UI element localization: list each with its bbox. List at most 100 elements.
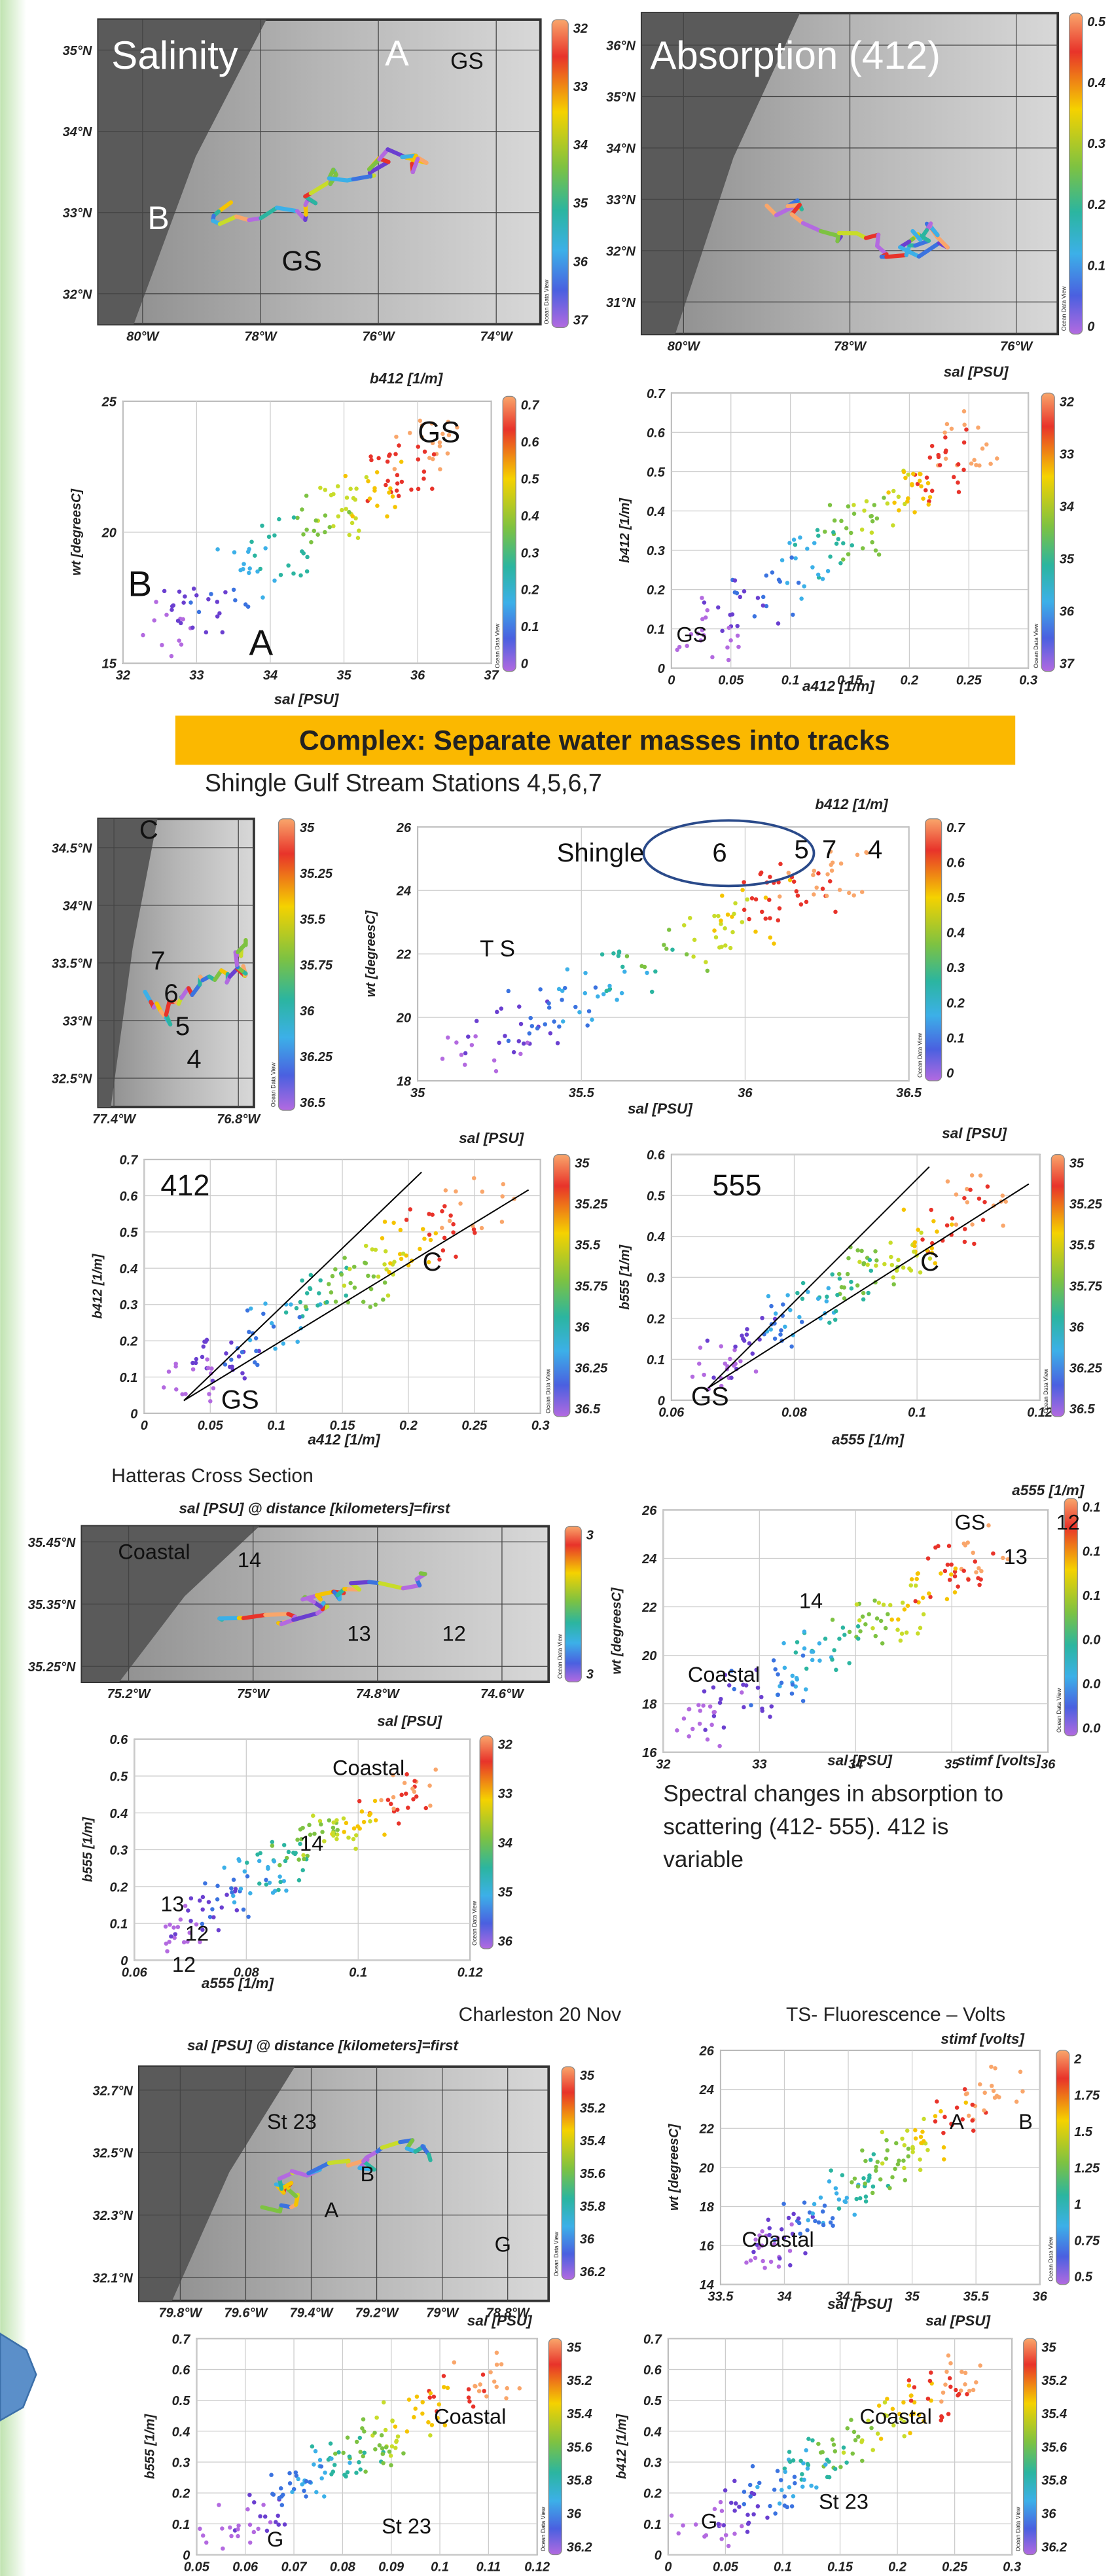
dot bbox=[796, 580, 801, 585]
dot bbox=[880, 1641, 885, 1646]
dot bbox=[949, 1562, 954, 1567]
dot bbox=[360, 2426, 365, 2431]
dot bbox=[264, 1878, 268, 1883]
dot bbox=[702, 600, 707, 605]
colorbar-label: 35.8 bbox=[580, 2200, 606, 2214]
dot bbox=[775, 2236, 780, 2240]
x-tick-label: 0.05 bbox=[713, 2560, 739, 2574]
dot bbox=[783, 1324, 787, 1329]
dot bbox=[972, 1241, 977, 1246]
dot bbox=[845, 2426, 850, 2431]
dot bbox=[782, 2503, 787, 2508]
colorbar-label: 36 bbox=[567, 2507, 582, 2522]
dot bbox=[397, 443, 401, 448]
dot bbox=[822, 2204, 827, 2208]
dot bbox=[927, 1591, 931, 1596]
odv-credit: Ocean Data View bbox=[1043, 1368, 1049, 1413]
dot bbox=[968, 1188, 973, 1192]
dot bbox=[389, 1802, 393, 1806]
dot bbox=[869, 530, 874, 535]
dot bbox=[187, 1931, 192, 1935]
dot bbox=[846, 504, 851, 509]
dot bbox=[283, 1859, 288, 1864]
dot bbox=[805, 546, 810, 551]
x-tick-label: 0.09 bbox=[378, 2560, 404, 2574]
dot bbox=[732, 578, 738, 583]
track bbox=[916, 241, 942, 259]
x-tick-label: 36 bbox=[1041, 1758, 1056, 1772]
colorbar-label: 0.75 bbox=[1074, 2234, 1100, 2248]
y-tick-label: 0.5 bbox=[647, 465, 666, 480]
track bbox=[380, 2140, 403, 2150]
odv-credit: Ocean Data View bbox=[1033, 623, 1039, 668]
dot bbox=[565, 967, 570, 971]
colorbar bbox=[548, 2338, 562, 2556]
x-tick-label: 0.08 bbox=[330, 2560, 356, 2574]
dot bbox=[315, 1303, 320, 1308]
track bbox=[277, 2171, 295, 2181]
x-tick-label: 0.06 bbox=[122, 1965, 148, 1980]
colorbar-label: 36.25 bbox=[575, 1361, 608, 1375]
dot bbox=[833, 909, 838, 915]
annotation: GS bbox=[418, 415, 460, 448]
annotation: 7 bbox=[822, 835, 836, 864]
dot bbox=[768, 875, 772, 879]
dot bbox=[160, 643, 164, 647]
track bbox=[935, 234, 950, 250]
dot bbox=[272, 1859, 277, 1864]
dot bbox=[247, 566, 252, 571]
colorbar-label: 0.6 bbox=[946, 856, 965, 870]
dot bbox=[411, 1797, 416, 1802]
dot bbox=[262, 2514, 268, 2519]
annotation: 4 bbox=[868, 835, 882, 864]
dot bbox=[855, 2184, 861, 2189]
dot bbox=[933, 2114, 938, 2118]
colorbar-label: 35.4 bbox=[580, 2134, 605, 2149]
dot bbox=[430, 486, 435, 491]
dot bbox=[344, 507, 348, 511]
dot bbox=[863, 2194, 869, 2199]
dot bbox=[200, 1927, 205, 1932]
colorbar-label: 32 bbox=[573, 22, 588, 36]
dot bbox=[394, 2439, 399, 2444]
dot bbox=[250, 1331, 255, 1335]
dot bbox=[264, 2528, 270, 2533]
dot bbox=[669, 2513, 674, 2518]
x-tick-label: 36 bbox=[1033, 2290, 1048, 2304]
dot bbox=[505, 2386, 509, 2391]
annotation: St 23 bbox=[267, 2110, 317, 2133]
dot bbox=[867, 1612, 872, 1617]
dot bbox=[970, 1222, 975, 1227]
dot bbox=[952, 1590, 958, 1595]
dot bbox=[742, 2490, 747, 2494]
dot bbox=[952, 1574, 958, 1579]
dot bbox=[873, 2168, 878, 2173]
dot bbox=[748, 2494, 753, 2499]
y-tick-label: 0.6 bbox=[110, 1733, 129, 1747]
dot bbox=[297, 1315, 302, 1320]
annotation: 4 bbox=[187, 1045, 201, 1074]
dot bbox=[936, 452, 941, 458]
dot bbox=[995, 456, 999, 461]
dot bbox=[900, 1601, 905, 1605]
colorbar-label: 35.75 bbox=[1069, 1279, 1103, 1294]
dot bbox=[873, 1249, 878, 1254]
track bbox=[260, 2205, 282, 2214]
dot bbox=[293, 2470, 298, 2475]
dot bbox=[430, 1212, 435, 1217]
y-axis-label: wt [degreesC] bbox=[667, 2123, 681, 2211]
dot bbox=[755, 2242, 759, 2247]
dot bbox=[463, 1062, 467, 1067]
dot bbox=[810, 2438, 815, 2443]
dot bbox=[841, 2450, 846, 2455]
dot bbox=[945, 1562, 950, 1567]
annotation: 12 bbox=[442, 1622, 466, 1646]
dot bbox=[363, 2469, 368, 2474]
dot bbox=[426, 1260, 431, 1265]
dot bbox=[163, 1924, 168, 1929]
dot bbox=[912, 1249, 916, 1254]
dot bbox=[763, 916, 768, 921]
dot bbox=[183, 1392, 188, 1396]
dot bbox=[781, 2235, 787, 2240]
dot bbox=[761, 603, 766, 608]
